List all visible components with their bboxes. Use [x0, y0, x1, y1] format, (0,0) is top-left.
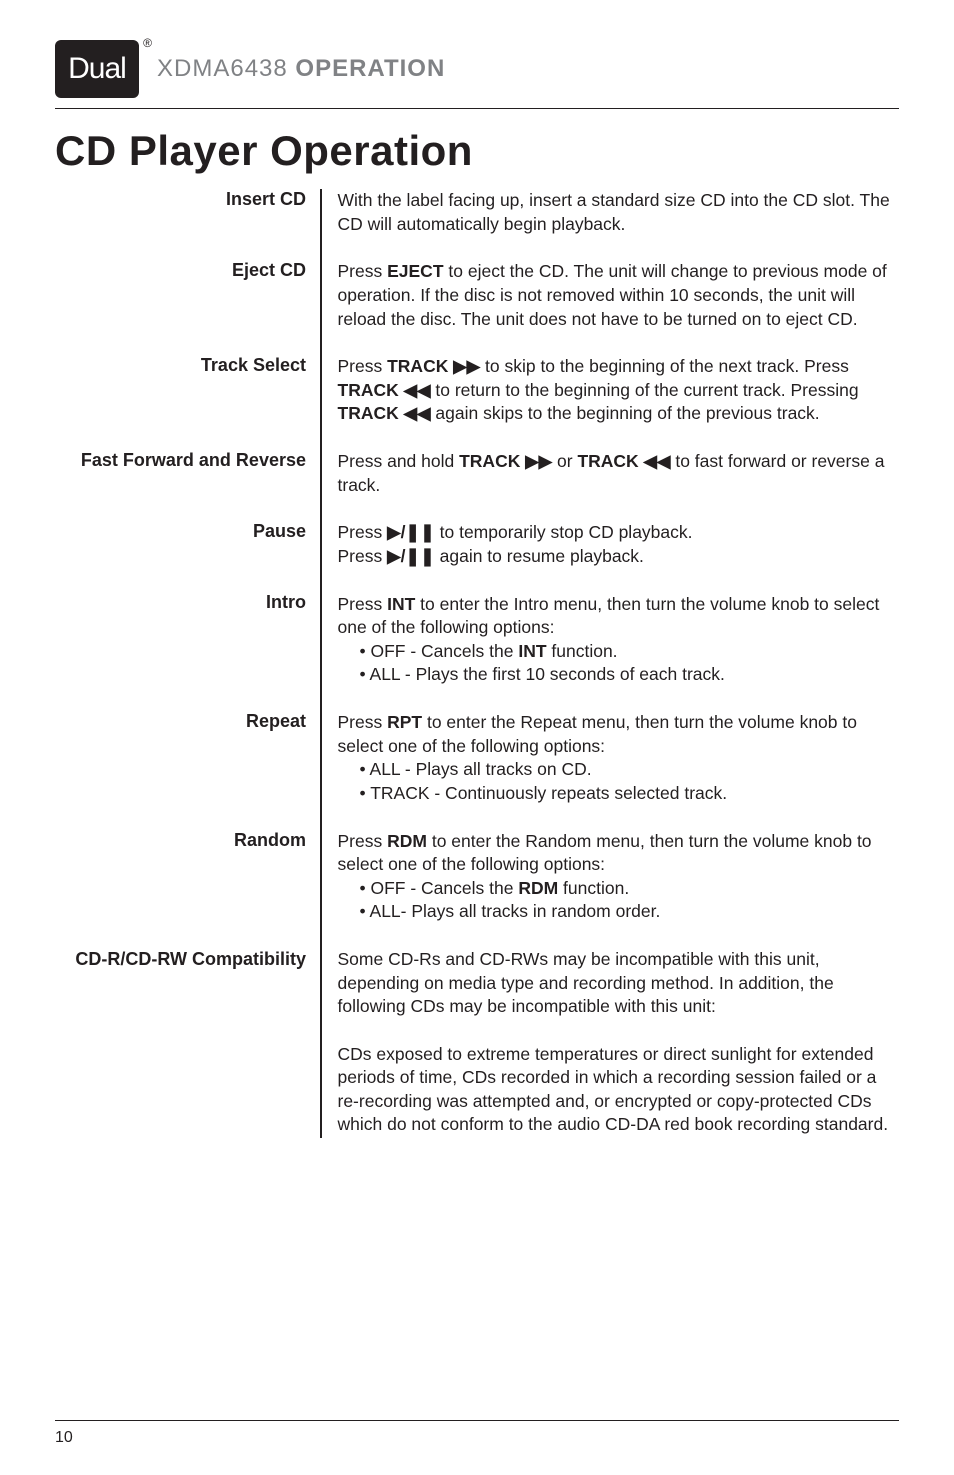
- section-label: CD-R/CD-RW Compatibility: [55, 949, 320, 1138]
- body-column: With the label facing up, insert a stand…: [322, 189, 900, 1138]
- header-bar: Dual ® XDMA6438 OPERATION: [55, 40, 899, 109]
- section-label: Pause: [55, 521, 320, 568]
- section-body: Press ▶/❚❚ to temporarily stop CD playba…: [338, 521, 900, 568]
- brand-logo: Dual ®: [55, 40, 139, 98]
- section-label: Eject CD: [55, 260, 320, 331]
- logo-text: Dual: [68, 52, 126, 86]
- section-label: Fast Forward and Reverse: [55, 450, 320, 497]
- model-number: XDMA6438: [157, 55, 288, 82]
- section-body: Press RPT to enter the Repeat menu, then…: [338, 711, 900, 806]
- section-body: Press TRACK ▶▶ to skip to the beginning …: [338, 355, 900, 426]
- section-label: Track Select: [55, 355, 320, 426]
- section-label: Repeat: [55, 711, 320, 806]
- section-body: Press RDM to enter the Random menu, then…: [338, 830, 900, 925]
- page-title: CD Player Operation: [55, 127, 899, 175]
- footer-bar: 10: [55, 1420, 899, 1447]
- labels-column: Insert CD Eject CD Track Select Fast Forwar…: [55, 189, 320, 1138]
- header-title: XDMA6438 OPERATION: [157, 55, 445, 83]
- content-grid: Insert CD Eject CD Track Select Fast Forwar…: [55, 189, 899, 1138]
- section-label: Insert CD: [55, 189, 320, 236]
- section-body: Press INT to enter the Intro menu, then …: [338, 593, 900, 688]
- section-body: Press and hold TRACK ▶▶ or TRACK ◀◀ to f…: [338, 450, 900, 497]
- section-body: Some CD-Rs and CD-RWs may be incompatibl…: [338, 948, 900, 1137]
- section-label: Random: [55, 830, 320, 925]
- section-body: Press EJECT to eject the CD. The unit wi…: [338, 260, 900, 331]
- header-operation: OPERATION: [295, 55, 445, 82]
- section-label: Intro: [55, 592, 320, 687]
- registered-mark: ®: [143, 36, 151, 50]
- page-number: 10: [55, 1429, 73, 1446]
- section-body: With the label facing up, insert a stand…: [338, 189, 900, 236]
